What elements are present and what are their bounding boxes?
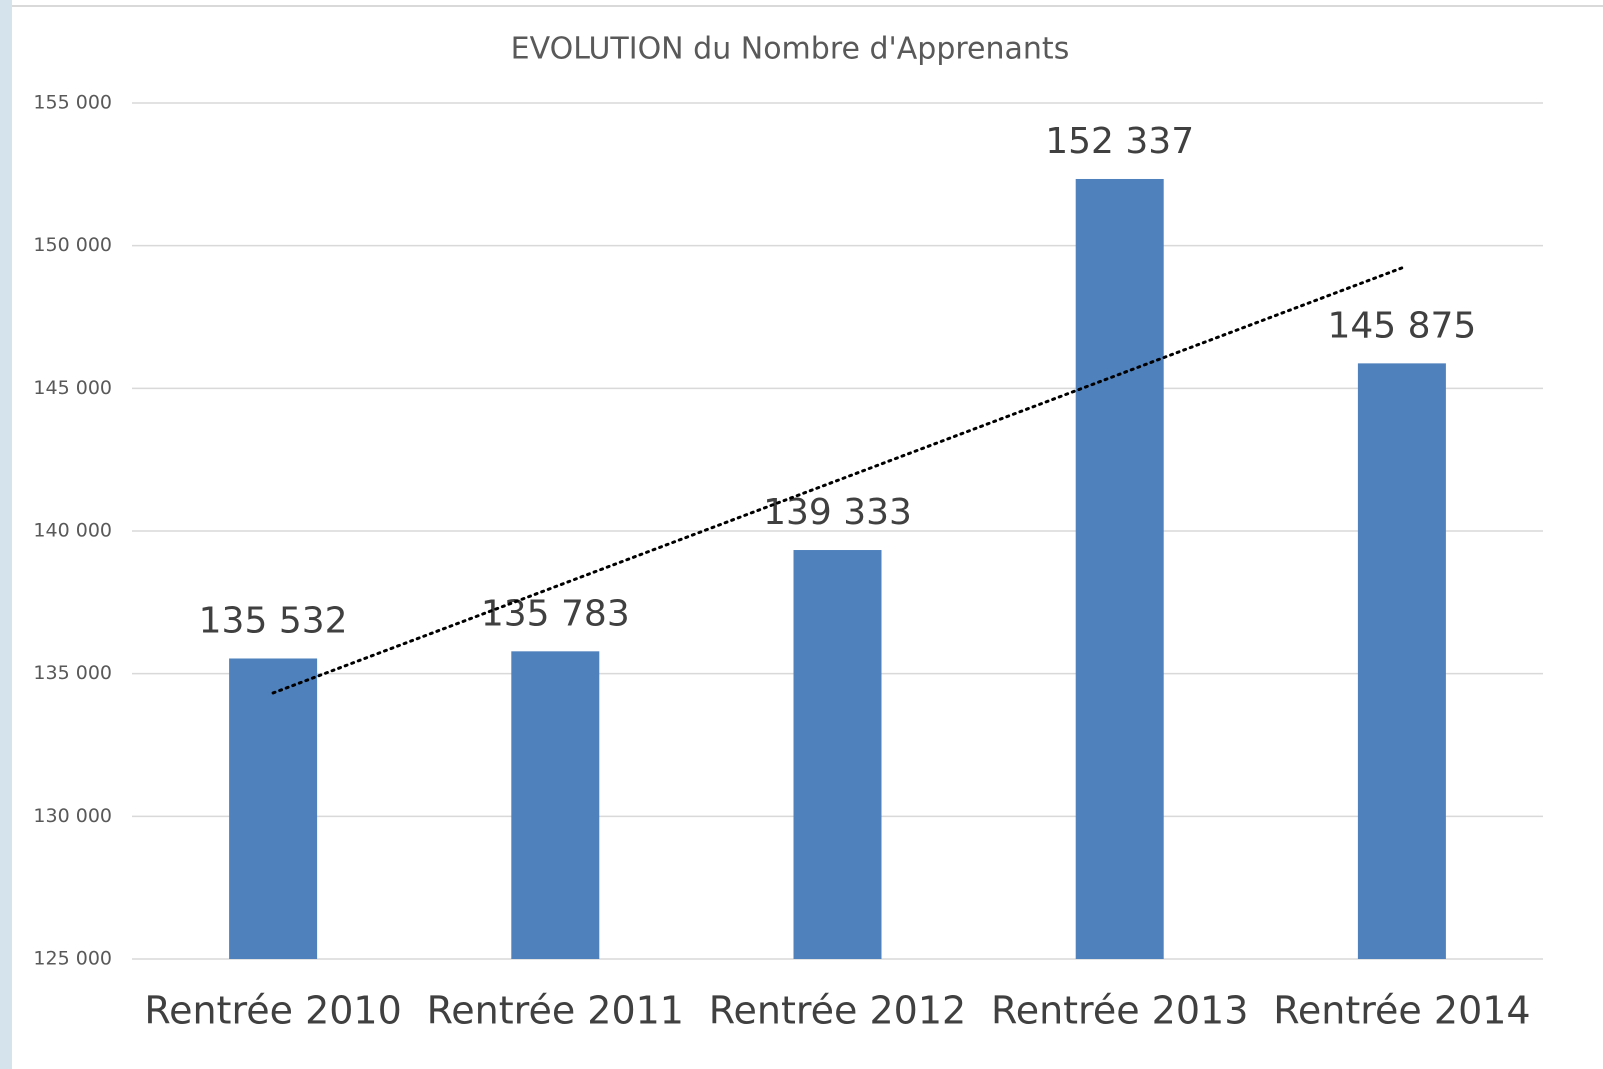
bar: [229, 658, 318, 959]
bar: [511, 651, 600, 959]
y-tick-label: 145 000: [33, 377, 112, 399]
data-label: 135 783: [481, 593, 630, 634]
x-tick-label: Rentrée 2011: [427, 989, 684, 1033]
y-tick-label: 140 000: [33, 520, 112, 542]
data-label: 152 337: [1045, 121, 1194, 162]
y-tick-label: 135 000: [33, 662, 112, 684]
y-tick-label: 155 000: [33, 92, 112, 114]
x-tick-label: Rentrée 2012: [709, 989, 966, 1033]
x-tick-label: Rentrée 2014: [1273, 989, 1530, 1033]
trendline: [271, 266, 1404, 695]
side-strip: [0, 0, 12, 1069]
y-tick-label: 130 000: [33, 805, 112, 827]
data-label: 145 875: [1327, 305, 1476, 346]
y-tick-label: 150 000: [33, 234, 112, 256]
x-tick-label: Rentrée 2013: [991, 989, 1248, 1033]
data-label: 135 532: [199, 600, 348, 641]
bar: [1075, 178, 1164, 960]
bar: [1357, 363, 1446, 959]
x-tick-label: Rentrée 2010: [144, 989, 401, 1033]
chart-title: EVOLUTION du Nombre d'Apprenants: [511, 32, 1070, 67]
y-tick-label: 125 000: [33, 948, 112, 970]
bar: [793, 550, 882, 959]
data-label: 139 333: [763, 492, 912, 533]
